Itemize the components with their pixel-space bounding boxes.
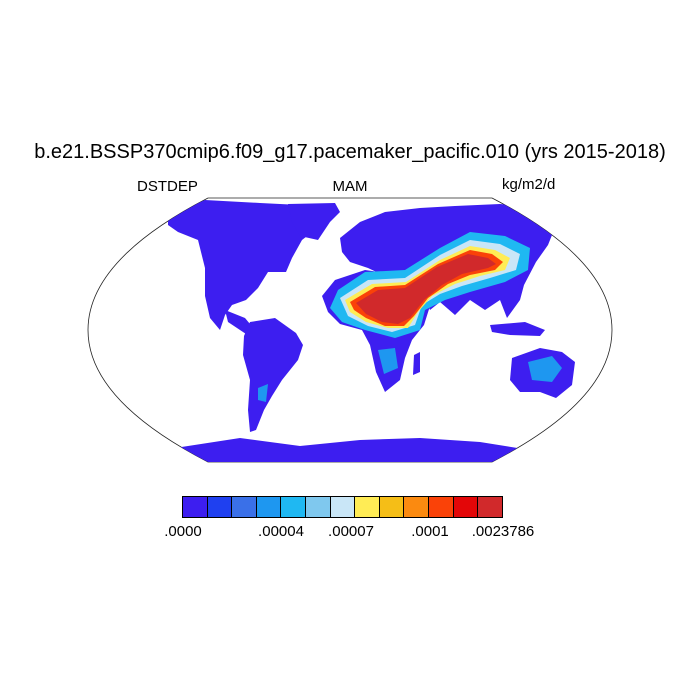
land-antarctica (140, 438, 560, 462)
colorbar-swatch (478, 497, 502, 517)
colorbar-swatch (183, 497, 208, 517)
colorbar-tick-label: .00007 (328, 523, 374, 540)
colorbar-swatch (453, 497, 479, 517)
dust-southern-africa (378, 348, 398, 374)
land-south-america (243, 318, 303, 432)
dust-south-america (258, 384, 268, 402)
land-greenland (288, 203, 340, 240)
colorbar-swatch (281, 497, 307, 517)
colorbar-swatch (429, 497, 454, 517)
units-label: kg/m2/d (502, 176, 556, 193)
colorbar-tick-label: .00004 (258, 523, 304, 540)
colorbar-swatch (404, 497, 430, 517)
land-madagascar (413, 352, 420, 375)
plot-title: b.e21.BSSP370cmip6.f09_g17.pacemaker_pac… (34, 141, 666, 163)
land-north-america (168, 200, 334, 330)
colorbar-swatch (306, 497, 331, 517)
colorbar-swatch (330, 497, 356, 517)
colorbar-swatch (256, 497, 282, 517)
season-label: MAM (332, 178, 368, 195)
colorbar-swatch (379, 497, 405, 517)
dust-core (356, 254, 496, 324)
colorbar-swatch (207, 497, 233, 517)
colorbar-tick-label: .0000 (164, 523, 202, 540)
land-indonesia (490, 322, 545, 336)
colorbar-swatch (232, 497, 257, 517)
colorbar-swatch (355, 497, 380, 517)
variable-label: DSTDEP (137, 178, 198, 195)
colorbar (182, 496, 503, 518)
dust-australia (528, 356, 562, 382)
colorbar-tick-label: .0001 (411, 523, 449, 540)
colorbar-tick-label: .0023786 (471, 523, 535, 540)
